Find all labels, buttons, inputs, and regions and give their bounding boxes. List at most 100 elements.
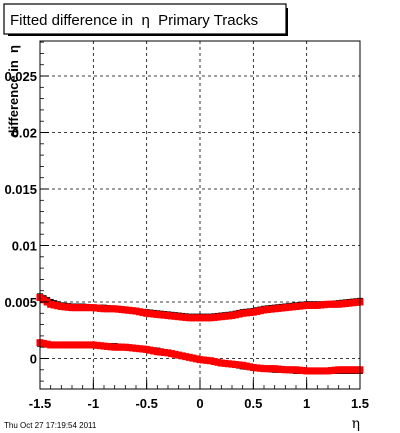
data-point	[47, 300, 55, 308]
data-point	[249, 308, 257, 316]
data-point-marker	[160, 348, 168, 356]
data-point	[271, 365, 279, 373]
data-point	[345, 366, 353, 374]
data-point-marker	[203, 356, 211, 364]
data-point-marker	[75, 304, 83, 312]
data-point-marker	[139, 345, 147, 353]
data-point	[303, 367, 311, 375]
data-point-marker	[349, 366, 357, 374]
data-point-marker	[232, 361, 240, 369]
data-point-marker	[157, 311, 165, 319]
data-point-marker	[288, 366, 296, 374]
data-point-marker	[299, 367, 307, 375]
data-point-marker	[93, 304, 101, 312]
data-point-marker	[256, 364, 264, 372]
data-point-marker	[64, 341, 72, 349]
data-point-marker	[86, 304, 94, 312]
data-point-marker	[136, 308, 144, 316]
y-tick-label: 0.005	[4, 295, 37, 310]
data-point	[175, 313, 183, 321]
data-point-marker	[200, 356, 208, 364]
data-point-marker	[310, 367, 318, 375]
x-tick-label: 1	[303, 396, 310, 411]
x-axis-label: η	[352, 416, 360, 432]
title-box	[3, 3, 287, 35]
data-point	[143, 345, 151, 353]
data-point-marker	[40, 339, 48, 347]
data-point	[153, 310, 161, 318]
data-point-marker	[285, 366, 293, 374]
data-point	[324, 367, 332, 375]
data-point	[271, 305, 279, 313]
data-point-marker	[342, 366, 350, 374]
data-point-marker	[40, 296, 48, 304]
data-point	[313, 367, 321, 375]
data-point-marker	[189, 314, 197, 322]
data-point-marker	[310, 301, 318, 309]
data-point-marker	[171, 350, 179, 358]
data-point-marker	[128, 344, 136, 352]
data-point	[153, 348, 161, 356]
data-point	[47, 341, 55, 349]
data-point-marker	[246, 309, 254, 317]
data-point-marker	[214, 313, 222, 321]
data-point-marker	[210, 313, 218, 321]
data-point-marker	[352, 366, 360, 374]
data-point-marker	[178, 313, 186, 321]
data-point-marker	[72, 341, 80, 349]
data-point-marker	[61, 341, 69, 349]
data-point-marker	[328, 300, 336, 308]
data-point-marker	[104, 342, 112, 350]
data-point-marker	[114, 305, 122, 313]
data-point-marker	[296, 302, 304, 310]
data-point-marker	[75, 341, 83, 349]
data-point-marker	[317, 367, 325, 375]
y-tick-label: 0.02	[12, 126, 37, 141]
data-point-marker	[200, 314, 208, 322]
data-point-marker	[114, 343, 122, 351]
data-point-marker	[224, 360, 232, 368]
data-point-marker	[253, 307, 261, 315]
data-point	[207, 357, 215, 365]
axis-ticks	[39, 41, 361, 389]
data-point-marker	[306, 367, 314, 375]
data-point	[79, 304, 87, 312]
data-point-marker	[232, 311, 240, 319]
data-point-marker	[96, 304, 104, 312]
data-point-marker	[264, 306, 272, 314]
data-point-marker	[296, 366, 304, 374]
data-point	[132, 307, 140, 315]
data-point-marker	[150, 347, 158, 355]
data-point-marker	[157, 348, 165, 356]
data-point-marker	[72, 304, 80, 312]
data-point-marker	[118, 306, 126, 314]
data-point	[249, 364, 257, 372]
data-point	[239, 361, 247, 369]
data-point-marker	[192, 314, 200, 322]
series-1	[36, 293, 364, 322]
data-point-marker	[54, 302, 62, 310]
data-point	[89, 341, 97, 349]
data-point-marker	[214, 358, 222, 366]
data-point-marker	[352, 298, 360, 306]
data-point	[207, 314, 215, 322]
data-point	[111, 305, 119, 313]
data-point-marker	[171, 312, 179, 320]
data-point-marker	[253, 364, 261, 372]
data-point-marker	[274, 304, 282, 312]
data-point	[281, 304, 289, 312]
data-point-marker	[128, 307, 136, 315]
data-point	[239, 309, 247, 317]
y-tick-label: 0	[30, 351, 37, 366]
data-point-marker	[107, 305, 115, 313]
y-tick-label: 0.025	[4, 69, 37, 84]
data-point-marker	[125, 306, 133, 314]
x-tick-label: -1.5	[29, 396, 51, 411]
data-point-marker	[267, 365, 275, 373]
y-tick-labels: 0 0.005 0.01 0.015 0.02 0.025	[4, 69, 37, 366]
data-point-marker	[331, 300, 339, 308]
data-point	[100, 342, 108, 350]
data-point-marker	[235, 310, 243, 318]
x-tick-label: 0	[196, 396, 203, 411]
